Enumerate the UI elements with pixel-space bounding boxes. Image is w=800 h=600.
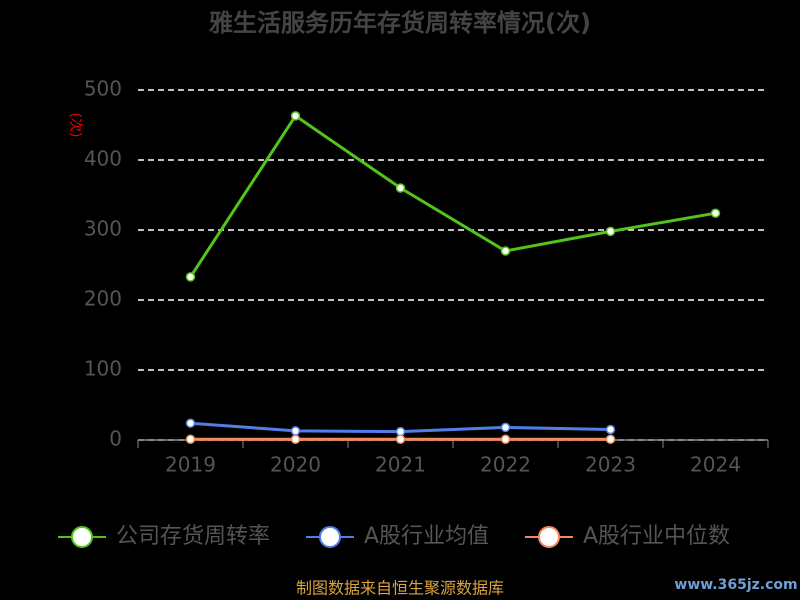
data-point [500, 434, 511, 445]
data-point [605, 226, 616, 237]
data-point [395, 426, 406, 437]
legend-marker [71, 526, 93, 548]
data-point [290, 434, 301, 445]
data-point [710, 208, 721, 218]
legend-marker [538, 526, 560, 548]
data-point [185, 272, 196, 282]
series-line [189, 113, 716, 278]
legend-label: A股行业中位数 [583, 524, 730, 549]
data-point [290, 111, 301, 121]
x-tick-label: 2019 [165, 453, 216, 477]
y-tick-label: 400 [84, 147, 122, 171]
data-point [605, 434, 616, 445]
x-tick-label: 2023 [585, 453, 636, 477]
data-point [290, 426, 301, 436]
legend-label: A股行业均值 [364, 524, 489, 549]
data-point [185, 434, 196, 445]
data-point [500, 246, 511, 256]
x-tick-label: 2024 [690, 453, 741, 477]
data-point [395, 183, 406, 193]
legend-label: 公司存货周转率 [116, 524, 270, 549]
y-tick-label: 100 [84, 357, 122, 381]
data-point [185, 418, 196, 428]
data-point [500, 422, 511, 433]
data-point [605, 424, 616, 435]
y-tick-label: 200 [84, 287, 122, 311]
y-axis-label: (次) [67, 113, 83, 138]
x-tick-label: 2021 [375, 453, 426, 477]
footer: 制图数据来自恒生聚源数据库 [296, 579, 504, 598]
y-tick-label: 300 [84, 217, 122, 241]
x-tick-label: 2020 [270, 453, 321, 477]
watermark: www.365jz.com [674, 577, 797, 593]
chart-title: 雅生活服务历年存货周转率情况(次) [209, 9, 591, 37]
data-point [395, 434, 406, 445]
y-tick-label: 500 [84, 77, 122, 101]
y-tick-label: 0 [109, 427, 122, 451]
x-tick-label: 2022 [480, 453, 531, 477]
legend-marker [319, 526, 341, 548]
